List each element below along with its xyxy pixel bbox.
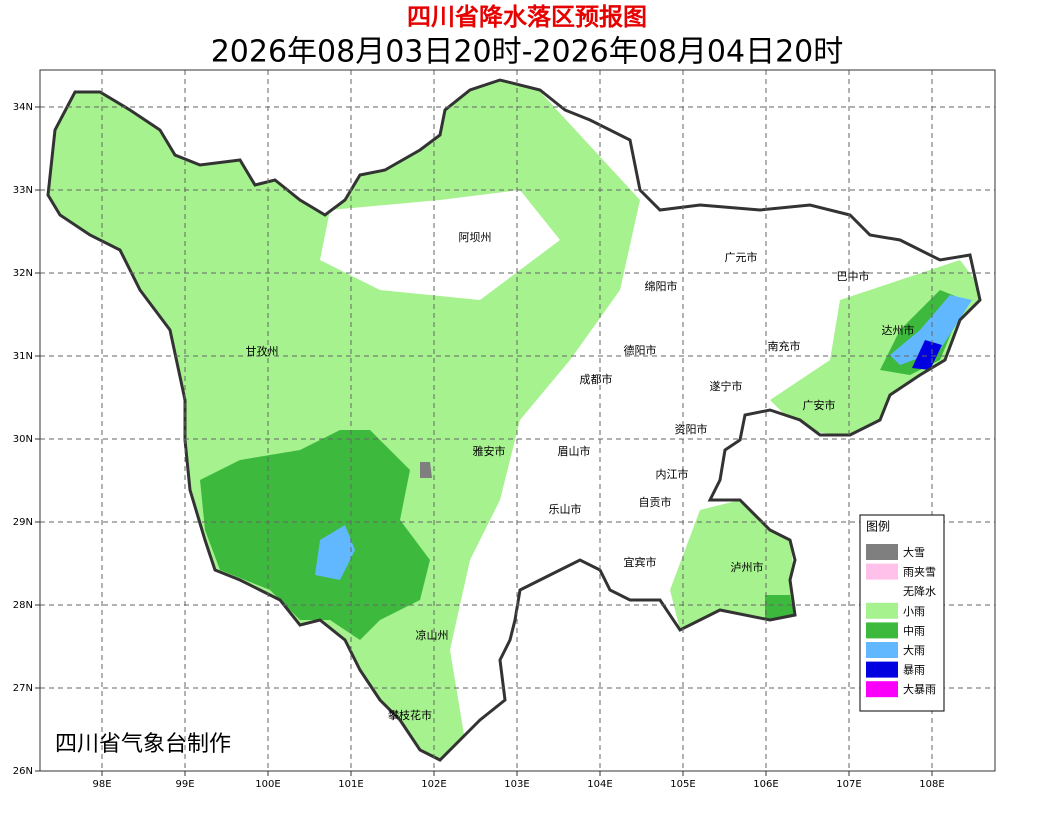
city-label: 乐山市 [549,502,582,516]
y-tick-label: 32N [13,268,33,279]
x-tick-label: 103E [504,779,529,790]
y-tick-label: 33N [13,185,33,196]
city-label: 攀枝花市 [388,708,432,722]
moderate-rain-area [200,430,430,640]
x-tick-label: 101E [338,779,363,790]
map-frame [39,69,996,772]
moderate-rain-area [765,595,795,620]
y-tick-label: 29N [13,517,33,528]
city-label: 凉山州 [416,628,449,642]
legend-swatch [866,622,898,639]
y-tick-label: 26N [13,766,33,777]
legend-label: 大雪 [903,545,925,559]
legend-swatch [866,642,898,658]
city-label: 巴中市 [837,269,870,283]
x-tick-label: 108E [919,779,944,790]
city-label: 自贡市 [639,495,672,509]
province-border [46,78,982,762]
legend-label: 暴雨 [903,664,925,677]
legend-swatch [866,563,898,580]
y-tick-label: 34N [13,102,33,113]
legend-swatch [866,602,898,619]
city-label: 广安市 [803,398,836,412]
subtitle: 2026年08月03日20时-2026年08月04日20时 [211,35,844,70]
city-label: 阿坝州 [459,230,492,244]
x-tick-label: 107E [836,779,861,790]
y-tick-label: 27N [13,683,33,694]
x-tick-label: 100E [255,779,280,790]
legend-label: 小雨 [903,605,925,618]
snow-area [420,462,432,478]
legend-label: 大暴雨 [903,682,936,696]
city-label: 内江市 [656,467,689,481]
x-tick-label: 98E [92,779,111,790]
legend-swatch [866,544,898,560]
x-tick-label: 105E [670,779,695,790]
city-label: 泸州市 [731,560,764,574]
legend-swatch [866,583,898,600]
credit: 四川省气象台制作 [55,732,231,757]
y-tick-label: 31N [13,351,33,362]
legend-label: 大雨 [903,643,925,657]
city-label: 雅安市 [473,444,506,458]
city-label: 宜宾市 [624,555,657,569]
legend-swatch [866,681,898,698]
legend-label: 雨夹雪 [903,566,936,579]
x-tick-label: 99E [175,779,194,790]
city-label: 遂宁市 [710,379,743,393]
city-label: 绵阳市 [645,279,678,293]
city-label: 资阳市 [675,422,708,436]
title: 四川省降水落区预报图 [407,3,647,31]
city-label: 德阳市 [624,343,657,357]
x-tick-label: 106E [753,779,778,790]
y-tick-label: 30N [13,434,33,445]
x-tick-label: 102E [421,779,446,790]
city-label: 南充市 [768,339,801,353]
city-label: 眉山市 [558,444,591,458]
legend-swatch [866,661,898,678]
heavy-rain-area [315,525,355,580]
legend-label: 无降水 [903,584,936,598]
legend-title: 图例 [866,520,890,534]
legend-label: 中雨 [903,624,925,637]
city-label: 广元市 [725,250,758,264]
city-label: 甘孜州 [246,344,279,358]
city-label: 成都市 [580,372,613,386]
city-label: 达州市 [882,323,915,337]
rainstorm-area [912,340,942,370]
x-tick-label: 104E [587,779,612,790]
heavy-rain-area [890,295,972,365]
y-tick-label: 28N [13,600,33,611]
